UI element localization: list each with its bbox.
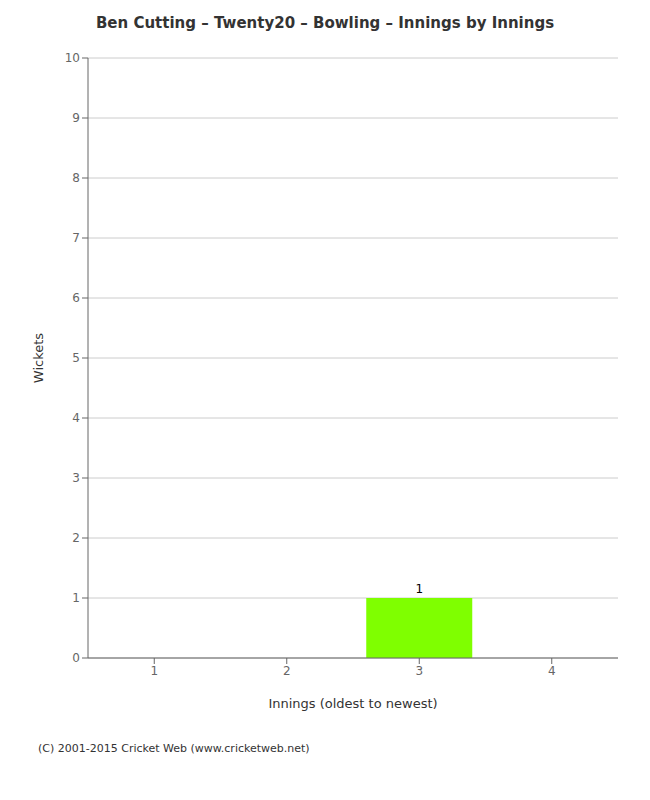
svg-text:0: 0: [72, 651, 80, 665]
svg-text:5: 5: [72, 351, 80, 365]
svg-text:9: 9: [72, 111, 80, 125]
svg-text:2: 2: [72, 531, 80, 545]
svg-text:1: 1: [150, 664, 158, 678]
html-text:(C) 2001-2015 Cricket Web (www: (C) 2001-2015 Cricket Web (www.cricketwe…: [38, 742, 310, 755]
svg-text:8: 8: [72, 171, 80, 185]
svg-text:7: 7: [72, 231, 80, 245]
svg-text:3: 3: [415, 664, 423, 678]
svg-text:3: 3: [72, 471, 80, 485]
svg-text:Innings (oldest to newest): Innings (oldest to newest): [268, 696, 437, 711]
svg-text:4: 4: [72, 411, 80, 425]
svg-text:4: 4: [548, 664, 556, 678]
svg-text:10: 10: [65, 51, 80, 65]
svg-text:Wickets: Wickets: [31, 333, 46, 383]
svg-text:2: 2: [283, 664, 291, 678]
svg-text:1: 1: [72, 591, 80, 605]
svg-text:6: 6: [72, 291, 80, 305]
html-text:Ben Cutting – Twenty20 – Bowli: Ben Cutting – Twenty20 – Bowling – Innin…: [95, 14, 555, 32]
svg-text:1: 1: [415, 582, 423, 596]
